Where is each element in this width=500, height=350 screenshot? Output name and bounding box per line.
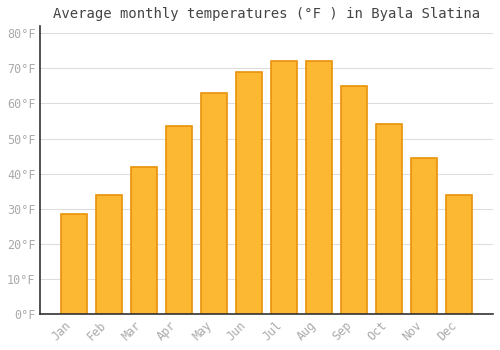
Bar <box>306 61 332 314</box>
Bar <box>376 125 402 314</box>
Bar <box>341 86 367 314</box>
Bar <box>131 167 157 314</box>
Title: Average monthly temperatures (°F ) in Byala Slatina: Average monthly temperatures (°F ) in By… <box>53 7 480 21</box>
Bar <box>446 195 472 314</box>
Bar <box>236 72 262 314</box>
Bar <box>411 158 438 314</box>
Bar <box>271 61 297 314</box>
Bar <box>96 195 122 314</box>
Bar <box>166 126 192 314</box>
Bar <box>201 93 228 314</box>
Bar <box>61 214 87 314</box>
